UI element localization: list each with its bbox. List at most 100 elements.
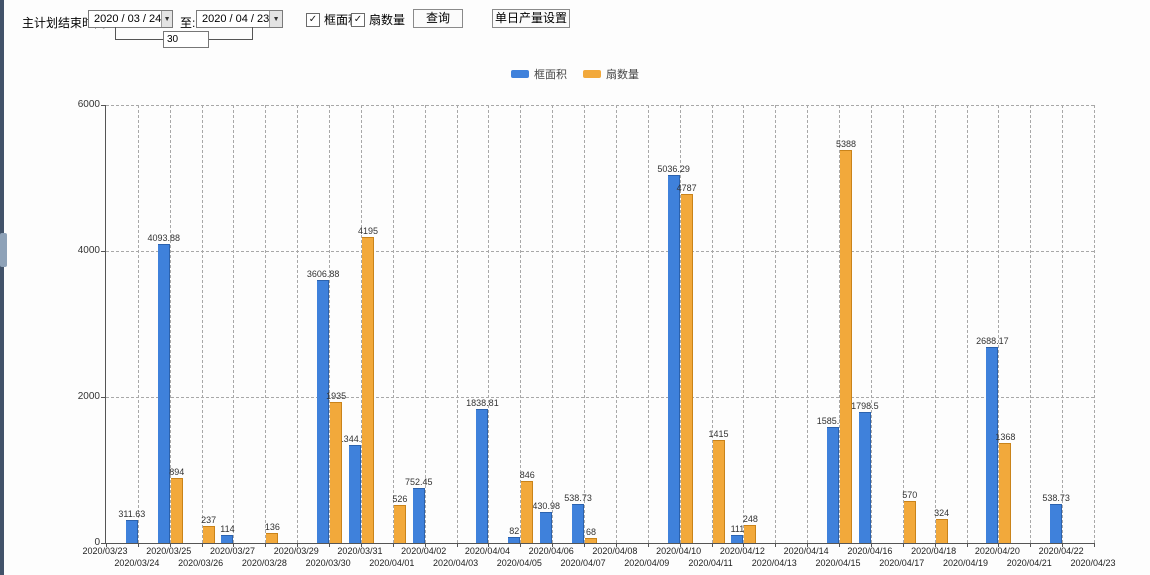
gridline-vertical	[870, 105, 872, 543]
interval-connector-right	[203, 27, 253, 40]
bar-frame-area	[412, 488, 425, 543]
to-label: 至:	[180, 16, 196, 30]
x-axis-tick	[839, 543, 841, 547]
checkbox-fan-count[interactable]: ✓ 扇数量	[351, 11, 405, 28]
x-axis-tick-label: 2020/04/11	[688, 558, 733, 568]
bar-value-label: 430.98	[532, 500, 560, 511]
legend-item-fan-count: 扇数量	[583, 66, 639, 82]
x-axis-tick-label: 2020/04/20	[974, 546, 1020, 556]
gridline-vertical	[998, 105, 1000, 543]
bar-value-label: 526	[392, 493, 408, 504]
x-axis-tick-label: 2020/04/09	[624, 558, 670, 568]
gridline-vertical	[584, 105, 586, 543]
gridline-vertical	[329, 105, 331, 543]
x-axis-tick-label: 2020/03/27	[209, 546, 255, 556]
gridline-vertical	[711, 105, 713, 543]
bar-value-label: 5388	[836, 138, 857, 149]
gridline-vertical	[775, 105, 777, 543]
bar-frame-area	[317, 279, 330, 543]
gridline-vertical	[520, 105, 522, 543]
x-axis-tick	[297, 543, 299, 547]
daily-output-settings-button[interactable]: 单日产量设置	[492, 9, 570, 28]
x-axis-tick-label: 2020/03/28	[241, 558, 287, 568]
bar-value-label: 1344.95	[338, 433, 372, 444]
x-axis-tick	[552, 543, 554, 547]
x-axis-labels: 2020/03/23 2020/03/24 2020/03/25 2020/03/26…	[82, 543, 1115, 573]
checkbox-checked-icon[interactable]: ✓	[351, 12, 365, 27]
y-axis-tick-label: 4000	[77, 245, 100, 256]
x-axis-tick	[456, 543, 458, 547]
gridline-vertical	[297, 105, 299, 543]
y-axis-tick	[101, 105, 106, 106]
query-button[interactable]: 查询	[413, 9, 463, 28]
bar-value-label: 752.45	[404, 477, 433, 488]
bar-frame-area	[572, 503, 585, 543]
bar-chart-plot-area: 311.63 4093.88 114 3606.88 1344.95 752.45 1838…	[101, 105, 1095, 547]
x-axis-tick-label: 2020/04/15	[815, 558, 861, 568]
bar-value-label: 4787	[676, 182, 697, 193]
x-axis-tick	[807, 543, 809, 547]
y-axis-tick	[101, 543, 106, 544]
x-axis-tick-label: 2020/04/17	[879, 558, 925, 568]
x-axis-tick	[1094, 543, 1095, 547]
x-axis-tick-label: 2020/04/02	[401, 546, 447, 556]
interval-days-input[interactable]: 30	[163, 31, 209, 48]
x-axis-tick	[966, 543, 968, 547]
x-axis-tick-label: 2020/04/14	[783, 546, 829, 556]
gridline-vertical	[169, 105, 171, 543]
bar-frame-area	[667, 175, 680, 543]
bar-value-label: 846	[519, 470, 535, 481]
checkbox-checked-icon[interactable]: ✓	[306, 12, 320, 27]
bar-fan-count	[393, 504, 406, 543]
gridline-vertical	[934, 105, 936, 543]
chevron-down-icon[interactable]: ▼	[161, 11, 172, 27]
date-to-value[interactable]: 2020 / 04 / 23	[202, 13, 270, 25]
bar-fan-count	[330, 401, 343, 543]
bar-value-label: 68	[586, 527, 597, 538]
bar-value-label: 894	[169, 466, 185, 477]
legend-item-frame-area: 框面积	[511, 66, 567, 82]
bar-fan-count	[744, 524, 757, 543]
bar-fan-count	[521, 481, 534, 543]
x-axis-tick-label: 2020/03/30	[305, 558, 351, 568]
x-axis-tick	[743, 543, 745, 547]
gridline-vertical	[647, 105, 649, 543]
x-axis-tick-label: 2020/04/12	[719, 546, 765, 556]
bar-fan-count	[266, 533, 279, 543]
x-axis-tick	[329, 543, 331, 547]
bar-fan-count	[680, 193, 693, 543]
plan-end-time-label: 主计划结束时间:	[22, 16, 110, 30]
bar-fan-count	[935, 519, 948, 543]
x-axis-tick	[233, 543, 235, 547]
date-to-picker[interactable]: 2020 / 04 / 23 ▼	[196, 10, 283, 28]
x-axis-tick	[998, 543, 1000, 547]
x-axis-tick-label: 2020/04/13	[751, 558, 797, 568]
bar-fan-count	[585, 538, 598, 543]
legend-swatch-orange	[583, 70, 601, 78]
date-from-picker[interactable]: 2020 / 03 / 24 ▼	[88, 10, 173, 28]
date-from-value[interactable]: 2020 / 03 / 24	[94, 13, 162, 25]
x-axis-tick	[106, 543, 107, 547]
gridline-horizontal	[106, 397, 1094, 398]
gridline-vertical	[902, 105, 904, 543]
bar-value-label: 570	[902, 490, 918, 501]
x-axis-tick	[424, 543, 426, 547]
gridline-vertical	[679, 105, 681, 543]
chart-legend: 框面积 扇数量	[511, 66, 639, 82]
chevron-down-icon[interactable]: ▼	[269, 11, 282, 27]
bar-value-label: 136	[264, 522, 280, 533]
gridline-vertical	[456, 105, 458, 543]
y-axis-tick	[101, 397, 106, 398]
gridline-vertical	[615, 105, 617, 543]
gridline-horizontal	[106, 105, 1094, 106]
x-axis-tick	[520, 543, 522, 547]
bar-frame-area	[125, 520, 138, 543]
docked-panel-strip[interactable]	[0, 0, 4, 575]
x-axis-tick	[137, 543, 139, 547]
y-axis-tick-label: 6000	[77, 99, 100, 110]
bar-frame-area	[508, 537, 521, 543]
splitter-grip[interactable]	[0, 233, 7, 267]
x-axis-tick	[934, 543, 936, 547]
gridline-vertical	[360, 105, 362, 543]
gridline-vertical	[807, 105, 809, 543]
